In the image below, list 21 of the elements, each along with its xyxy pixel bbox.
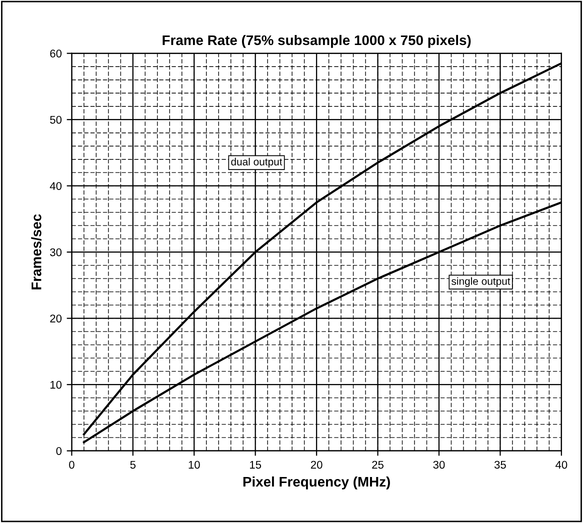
x-tick-label: 10 [188, 460, 200, 469]
x-tick-label: 30 [433, 460, 445, 469]
y-axis-title: Frames/sec [31, 214, 42, 290]
y-tick-label: 60 [50, 50, 62, 58]
x-tick-label: 25 [372, 460, 384, 469]
y-tick-label: 50 [50, 116, 62, 124]
text: single output [452, 277, 510, 287]
x-tick-label: 40 [556, 460, 568, 469]
chart-title: Frame Rate (75% subsample 1000 x 750 pixels) [162, 34, 471, 48]
text: dual output [231, 158, 282, 168]
y-tick-label: 10 [50, 380, 62, 389]
y-tick-label: 20 [50, 314, 62, 322]
x-tick-label: 5 [130, 460, 136, 469]
y-tick-label: 30 [50, 248, 62, 256]
y-tick-label: 0 [56, 447, 62, 455]
y-tick-label: 40 [50, 182, 62, 190]
x-tick-label: 35 [494, 460, 506, 469]
x-axis-title: Pixel Frequency (MHz) [243, 476, 390, 490]
x-tick-label: 0 [69, 460, 74, 469]
x-tick-label: 20 [310, 460, 322, 469]
x-tick-label: 15 [250, 460, 262, 469]
